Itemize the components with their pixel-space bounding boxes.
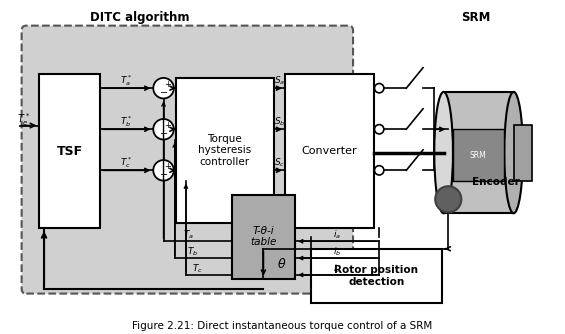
Text: $S_c$: $S_c$ [273,157,285,169]
Text: +: + [164,80,171,89]
Text: $T_e^*$: $T_e^*$ [17,112,30,128]
Circle shape [375,125,384,134]
Text: $S_a$: $S_a$ [273,74,285,87]
Bar [176,78,273,223]
Text: −: − [160,129,168,139]
Text: SRM: SRM [462,11,491,24]
Bar [285,74,373,228]
Bar [444,92,514,213]
Circle shape [153,119,174,140]
Text: $i_b$: $i_b$ [333,245,341,258]
Text: $S_b$: $S_b$ [273,116,285,128]
Ellipse shape [434,92,453,213]
Bar [514,125,532,181]
Bar [40,74,100,228]
Text: Figure 2.21: Direct instantaneous torque control of a SRM: Figure 2.21: Direct instantaneous torque… [132,321,432,331]
Text: Converter: Converter [302,146,357,156]
Text: +: + [164,162,171,171]
Text: −: − [160,88,168,98]
Ellipse shape [505,92,523,213]
Text: T-θ-i
table: T-θ-i table [250,226,277,247]
Circle shape [153,78,174,99]
Circle shape [435,186,462,212]
Bar [453,129,505,181]
Bar [311,249,442,303]
Text: Torque
hysteresis
controller: Torque hysteresis controller [198,134,251,167]
Text: $T_b$: $T_b$ [188,245,198,258]
Text: DITC algorithm: DITC algorithm [90,11,190,24]
Text: −: − [160,170,168,180]
Text: $i_c$: $i_c$ [333,262,341,275]
Text: $T_c$: $T_c$ [192,262,203,275]
Text: $i_a$: $i_a$ [333,228,341,241]
Text: $T_a^*$: $T_a^*$ [120,73,133,88]
Text: +: + [164,121,171,130]
Text: $T_c^*$: $T_c^*$ [120,155,133,170]
FancyBboxPatch shape [21,26,353,294]
Text: $\theta$: $\theta$ [277,257,287,271]
Text: Rotor position
detection: Rotor position detection [334,265,419,287]
Text: $T_b^*$: $T_b^*$ [120,114,133,129]
Circle shape [153,160,174,181]
Bar [232,195,295,279]
Text: $T_a$: $T_a$ [183,228,194,241]
Text: Encoder: Encoder [472,177,519,187]
Circle shape [375,84,384,93]
Circle shape [375,166,384,175]
Text: SRM: SRM [470,151,486,160]
Text: TSF: TSF [56,145,82,158]
